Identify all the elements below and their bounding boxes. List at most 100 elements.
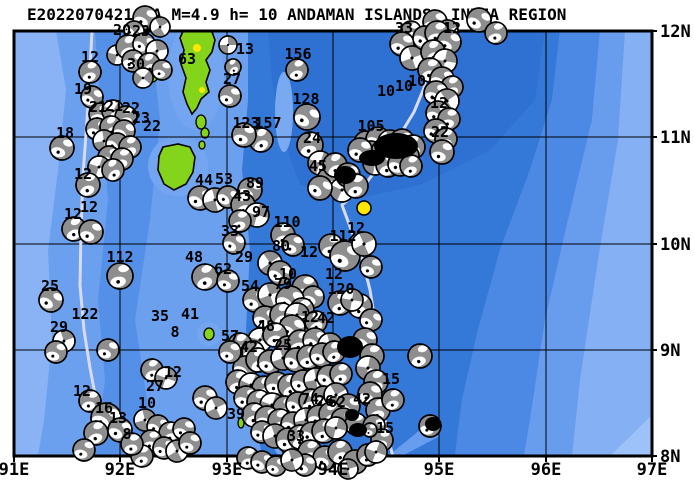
beachball-quadrant — [155, 17, 169, 27]
beachball-tension-lobe — [125, 124, 135, 131]
bathymetry-band — [610, 415, 652, 456]
beachball-axis-dot — [213, 198, 217, 202]
beachball-tension-lobe — [130, 434, 140, 441]
beachball — [407, 343, 433, 369]
beachball-outline — [120, 432, 144, 456]
event-depth-label: 48 — [257, 317, 275, 335]
beachball-tension-lobe — [447, 109, 457, 116]
beachball-axis-dot — [445, 99, 449, 103]
event-depth-label: 44 — [195, 171, 213, 189]
beachball-axis-dot — [425, 428, 429, 432]
beachball-tension-lobe — [230, 88, 241, 95]
beachball-axis-dot — [271, 468, 275, 471]
beachball-tension-lobe — [53, 293, 63, 301]
beachball-quadrant — [330, 383, 347, 395]
beachball-axis-dot — [268, 261, 272, 265]
event-depth-label: 89 — [246, 174, 264, 192]
beachball-tension-lobe — [126, 136, 136, 144]
beachball-axis-dot — [129, 447, 133, 451]
beachball-axis-dot — [91, 131, 96, 135]
event-cluster-blob — [359, 150, 385, 166]
event-depth-label: 13 — [109, 409, 127, 427]
beachball-outline — [418, 414, 442, 438]
event-depth-label: 18 — [56, 124, 74, 142]
beachball-axis-dot — [319, 460, 324, 465]
beachball-axis-dot — [62, 339, 66, 343]
beachball-axis-dot — [443, 59, 447, 63]
event-cluster-blob — [337, 336, 363, 358]
event-depth-label: 53 — [215, 170, 233, 188]
beachball — [191, 263, 219, 291]
beachball-tension-lobe — [272, 323, 283, 332]
lon-axis-label: 94E — [318, 460, 349, 480]
beachball-axis-dot — [334, 393, 338, 397]
beachball — [296, 131, 324, 159]
beachball-tension-lobe — [329, 235, 340, 243]
beachball — [75, 172, 101, 198]
beachball-outline — [222, 231, 246, 255]
event-depth-label: 80 — [272, 237, 290, 255]
beachball — [132, 67, 154, 89]
beachball-axis-dot — [396, 46, 400, 50]
beachball-tension-lobe — [303, 276, 315, 285]
beachball-axis-dot — [393, 165, 398, 170]
beachball-tension-lobe — [372, 370, 383, 379]
beachball — [429, 139, 455, 165]
beachball-outline — [49, 135, 75, 161]
beachball-axis-dot — [137, 44, 141, 48]
beachball-axis-dot — [116, 280, 120, 284]
beachball-axis-dot — [102, 139, 106, 143]
event-depth-label: 54 — [241, 277, 259, 295]
beachball-outline — [280, 448, 304, 472]
beachball-tension-lobe — [120, 149, 130, 156]
beachball — [285, 58, 309, 82]
beachball-tension-lobe — [293, 236, 303, 244]
beachball-axis-dot — [256, 463, 260, 467]
beachball — [72, 438, 96, 462]
event-depth-label: 20 — [113, 21, 131, 39]
beachball-axis-dot — [338, 456, 342, 460]
beachball-axis-dot — [320, 434, 324, 439]
event-depth-label: 33 — [287, 427, 305, 445]
beachball-tension-lobe — [336, 440, 346, 449]
beachball — [228, 209, 252, 233]
event-depth-label: 12 — [81, 48, 99, 66]
event-depth-label: 10 — [377, 82, 395, 100]
beachball-outline — [72, 438, 96, 462]
event-depth-label: 39 — [227, 405, 245, 423]
beachball-axis-dot — [410, 56, 414, 60]
beachball-axis-dot — [299, 467, 304, 471]
event-depth-label: 123 — [232, 114, 259, 132]
beachball-outline — [83, 420, 109, 446]
beachball-axis-dot — [337, 306, 341, 311]
beachball-outline — [307, 175, 333, 201]
beachball-tension-lobe — [85, 173, 96, 182]
beachball-axis-dot — [472, 21, 476, 25]
beachball — [307, 175, 333, 201]
event-depth-label: 62 — [328, 393, 346, 411]
beachball-tension-lobe — [123, 106, 133, 114]
beachball-axis-dot — [268, 293, 272, 297]
beachball-tension-lobe — [184, 421, 195, 428]
beachball-tension-lobe — [435, 13, 446, 21]
beachball — [231, 122, 257, 148]
beachball-tension-lobe — [239, 193, 249, 202]
beachball-outline — [329, 362, 353, 386]
beachball-tension-lobe — [327, 402, 337, 411]
beachball-axis-dot — [214, 406, 218, 410]
event-cluster-blob — [374, 133, 418, 159]
beachball-axis-dot — [259, 320, 263, 324]
beachball-outline — [351, 231, 377, 257]
beachball-quadrant — [352, 289, 363, 302]
lon-axis-label: 95E — [424, 460, 455, 480]
beachball-axis-dot — [255, 213, 259, 217]
beachball-tension-lobe — [190, 434, 200, 442]
beachball-tension-lobe — [380, 430, 390, 437]
event-depth-label: 45 — [309, 157, 327, 175]
beachball-axis-dot — [288, 390, 292, 394]
lon-axis-label: 96E — [531, 460, 562, 480]
beachball — [224, 58, 242, 76]
beachball-axis-dot — [256, 433, 260, 437]
